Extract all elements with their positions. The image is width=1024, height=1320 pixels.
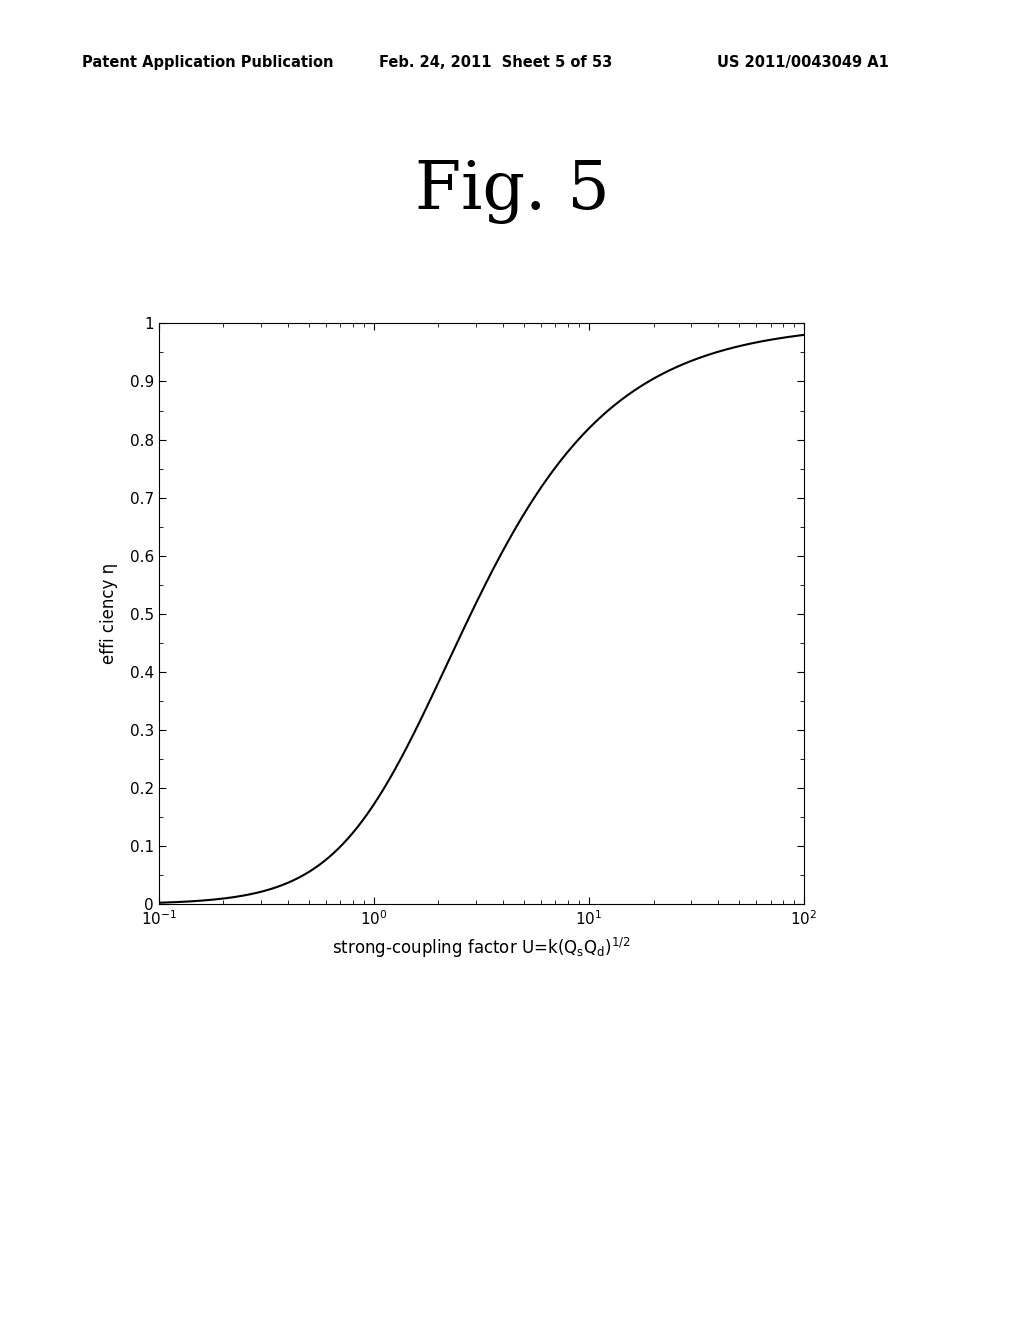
Y-axis label: effi ciency η: effi ciency η [100, 564, 119, 664]
Text: Patent Application Publication: Patent Application Publication [82, 55, 334, 70]
Text: Feb. 24, 2011  Sheet 5 of 53: Feb. 24, 2011 Sheet 5 of 53 [379, 55, 612, 70]
Text: Fig. 5: Fig. 5 [415, 158, 609, 224]
X-axis label: strong-coupling factor U=k(Q$_{\rm s}$Q$_{\rm d}$)$^{1/2}$: strong-coupling factor U=k(Q$_{\rm s}$Q$… [332, 936, 631, 960]
Text: US 2011/0043049 A1: US 2011/0043049 A1 [717, 55, 889, 70]
